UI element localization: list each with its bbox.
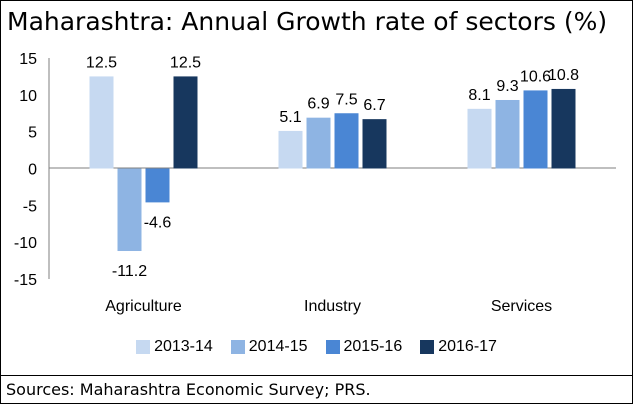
- y-tick-label: -10: [14, 235, 37, 252]
- value-label: 10.6: [520, 68, 551, 85]
- value-label: -4.6: [144, 214, 172, 231]
- value-label: 12.5: [170, 54, 201, 71]
- bar: [306, 117, 331, 169]
- bar: [551, 88, 576, 169]
- x-tick-label: Industry: [304, 298, 361, 315]
- y-tick-label: 5: [28, 125, 37, 142]
- legend-item: 2013-14: [136, 338, 213, 356]
- value-label: -11.2: [112, 263, 147, 280]
- legend-swatch: [325, 340, 340, 354]
- legend-label: 2013-14: [154, 338, 213, 355]
- x-tick-label: Services: [491, 298, 552, 315]
- bar: [334, 113, 359, 169]
- y-tick-label: -5: [23, 198, 37, 215]
- y-tick-label: 10: [19, 88, 37, 105]
- value-label: 5.1: [279, 109, 301, 126]
- bar: [467, 108, 492, 169]
- bar-series: [89, 76, 576, 252]
- bar: [89, 76, 114, 169]
- legend-label: 2015-16: [343, 338, 403, 355]
- value-label: 8.1: [468, 87, 490, 104]
- legend-item: 2015-16: [325, 338, 403, 356]
- y-axis-ticks: 15 10 5 0 -5 -10 -15: [14, 51, 37, 289]
- bar: [145, 168, 170, 203]
- value-label: 12.5: [86, 54, 117, 71]
- source-note: Sources: Maharashtra Economic Survey; PR…: [6, 380, 371, 399]
- y-tick-label: -15: [14, 272, 37, 289]
- y-tick-label: 15: [19, 51, 37, 68]
- x-tick-label: Agriculture: [105, 298, 182, 315]
- y-tick-label: 0: [28, 162, 37, 179]
- bar: [117, 168, 142, 252]
- legend-swatch: [230, 340, 245, 354]
- bar: [495, 99, 520, 169]
- bar: [362, 119, 387, 169]
- legend-item: 2014-15: [230, 338, 308, 356]
- x-axis-labels: Agriculture Industry Services: [105, 298, 552, 315]
- bar: [173, 76, 198, 169]
- bar: [278, 130, 303, 169]
- value-label: 7.5: [335, 91, 357, 108]
- legend-swatch: [136, 340, 151, 354]
- legend-swatch: [420, 340, 435, 354]
- legend-label: 2014-15: [248, 338, 308, 355]
- chart-title: Maharashtra: Annual Growth rate of secto…: [7, 7, 608, 36]
- bar-chart: 15 10 5 0 -5 -10 -15 12.5 -11.2 -4.6 12.5 5.1 6.9 7.…: [14, 51, 616, 315]
- legend-label: 2016-17: [438, 338, 497, 355]
- value-labels: 12.5 -11.2 -4.6 12.5 5.1 6.9 7.5 6.7 8.1 9.310.61…: [86, 54, 579, 280]
- legend: 2013-14 2014-15 2015-16 2016-17: [1, 337, 632, 357]
- legend-item: 2016-17: [420, 338, 497, 356]
- source-bar: Sources: Maharashtra Economic Survey; PR…: [1, 375, 632, 403]
- bar: [523, 90, 548, 169]
- value-label: 10.8: [548, 67, 579, 84]
- value-label: 9.3: [496, 78, 518, 95]
- value-label: 6.9: [307, 96, 329, 113]
- value-label: 6.7: [363, 97, 385, 114]
